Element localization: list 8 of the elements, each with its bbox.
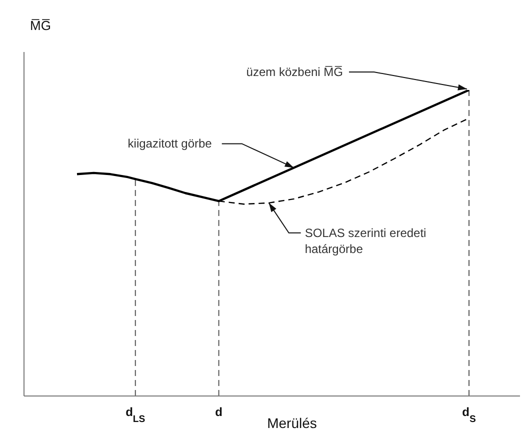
x-axis-title: Merülés [267,415,317,431]
text: SOLAS szerinti eredeti határgörbe [304,226,426,256]
x-tick-label: d$_{LS}$ [126,405,146,424]
x-tick-label: d$_{S}$ [462,405,476,424]
text: kiigazitott görbe [128,136,212,151]
y-axis-title: M̅G̅ [30,18,51,33]
x-tick-label: d [215,405,222,419]
annotation: üzem közbeni M̅G̅ [246,65,343,79]
